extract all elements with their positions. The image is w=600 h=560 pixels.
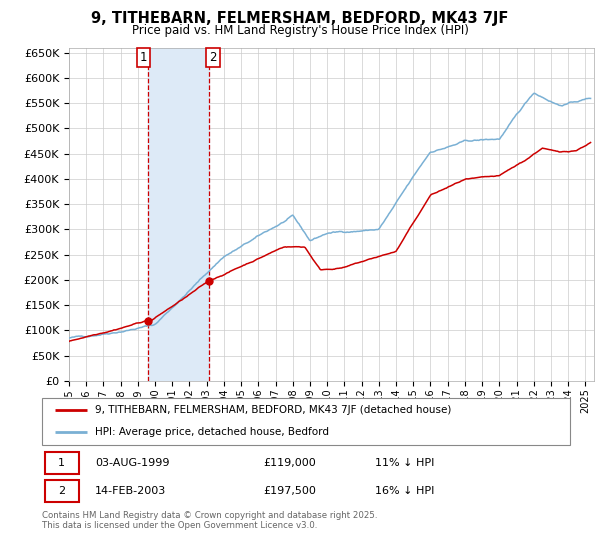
Text: 03-AUG-1999: 03-AUG-1999: [95, 458, 169, 468]
Text: 1: 1: [58, 458, 65, 468]
Bar: [44, 480, 79, 502]
Text: 2: 2: [58, 486, 65, 496]
Text: 2: 2: [209, 51, 217, 64]
Bar: [148, 48, 209, 381]
Text: 1: 1: [140, 51, 148, 64]
Text: Contains HM Land Registry data © Crown copyright and database right 2025.
This d: Contains HM Land Registry data © Crown c…: [42, 511, 377, 530]
Text: 9, TITHEBARN, FELMERSHAM, BEDFORD, MK43 7JF (detached house): 9, TITHEBARN, FELMERSHAM, BEDFORD, MK43 …: [95, 405, 451, 416]
Text: 14-FEB-2003: 14-FEB-2003: [95, 486, 166, 496]
Text: 11% ↓ HPI: 11% ↓ HPI: [374, 458, 434, 468]
Bar: [44, 452, 79, 474]
Text: 16% ↓ HPI: 16% ↓ HPI: [374, 486, 434, 496]
Text: HPI: Average price, detached house, Bedford: HPI: Average price, detached house, Bedf…: [95, 427, 329, 437]
Text: Price paid vs. HM Land Registry's House Price Index (HPI): Price paid vs. HM Land Registry's House …: [131, 24, 469, 36]
Text: £197,500: £197,500: [264, 486, 317, 496]
Text: £119,000: £119,000: [264, 458, 317, 468]
Text: 9, TITHEBARN, FELMERSHAM, BEDFORD, MK43 7JF: 9, TITHEBARN, FELMERSHAM, BEDFORD, MK43 …: [91, 11, 509, 26]
